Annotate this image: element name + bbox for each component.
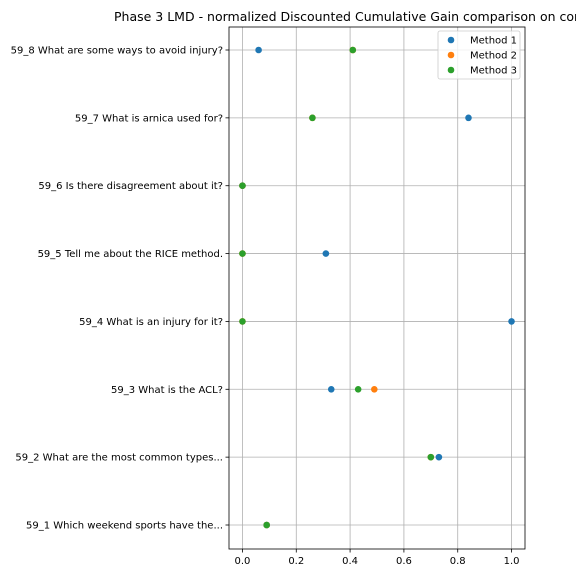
plot-area — [228, 26, 526, 550]
legend-marker — [447, 51, 455, 59]
x-axis-ticks: 0.0 0.2 0.4 0.6 0.8 1.0 — [235, 549, 520, 567]
y-tick-label: 59_1 Which weekend sports have the... — [26, 521, 223, 532]
method-1-point — [508, 318, 515, 325]
method-3-point — [354, 385, 362, 393]
method-1-point — [465, 114, 472, 122]
legend-label: Method 3 — [470, 66, 517, 77]
x-tick-label: 1.0 — [504, 556, 520, 567]
grid — [229, 27, 525, 549]
y-tick-label: 59_3 What is the ACL? — [111, 385, 223, 396]
x-tick-label: 0.2 — [288, 556, 304, 567]
method-3-point — [239, 250, 246, 257]
data-points — [239, 46, 515, 529]
legend-label: Method 1 — [470, 36, 517, 47]
x-tick-label: 0.0 — [235, 556, 251, 567]
legend-label: Method 2 — [470, 51, 517, 62]
x-tick-label: 0.4 — [342, 556, 358, 567]
legend: Method 1 Method 2 Method 3 — [437, 30, 521, 80]
y-tick-label: 59_5 Tell me about the RICE method. — [38, 249, 223, 260]
y-tick-label: 59_7 What is arnica used for? — [75, 113, 223, 124]
y-tick-label: 59_8 What are some ways to avoid injury? — [11, 46, 223, 57]
method-3-point — [239, 318, 246, 325]
method-1-point — [327, 385, 335, 393]
method-3-point — [263, 521, 270, 529]
y-tick-label: 59_4 What is an injury for it? — [79, 317, 223, 328]
method-1-point — [255, 46, 262, 54]
method-3-point — [349, 46, 357, 54]
method-3-point — [239, 182, 246, 190]
method-3-point — [427, 453, 435, 461]
method-3-point — [309, 114, 316, 122]
method-1-point — [322, 250, 330, 257]
y-axis-ticks: 59_1 Which weekend sports have the... 59_… — [11, 46, 229, 532]
legend-marker — [447, 36, 455, 44]
y-tick-label: 59_2 What are the most common types... — [15, 453, 223, 464]
method-2-point — [371, 385, 378, 393]
legend-marker — [447, 66, 455, 74]
chart-title: Phase 3 LMD - normalized Discounted Cumu… — [114, 9, 576, 24]
method-1-point — [435, 453, 443, 461]
y-tick-label: 59_6 Is there disagreement about it? — [38, 181, 223, 192]
x-tick-label: 0.8 — [450, 556, 466, 567]
legend-frame — [437, 30, 521, 80]
x-tick-label: 0.6 — [396, 556, 412, 567]
